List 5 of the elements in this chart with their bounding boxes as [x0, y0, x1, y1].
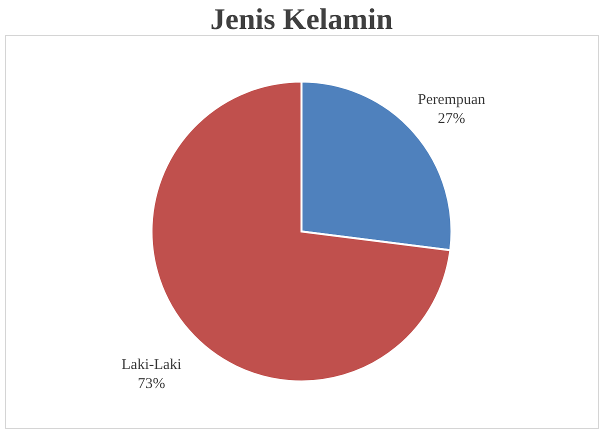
slice-label: Perempuan [418, 92, 486, 108]
slice-label: Laki-Laki [121, 356, 182, 373]
chart-title: Jenis Kelamin [210, 3, 394, 36]
data-label: 27% [438, 111, 466, 128]
data-label: 73% [138, 376, 166, 392]
